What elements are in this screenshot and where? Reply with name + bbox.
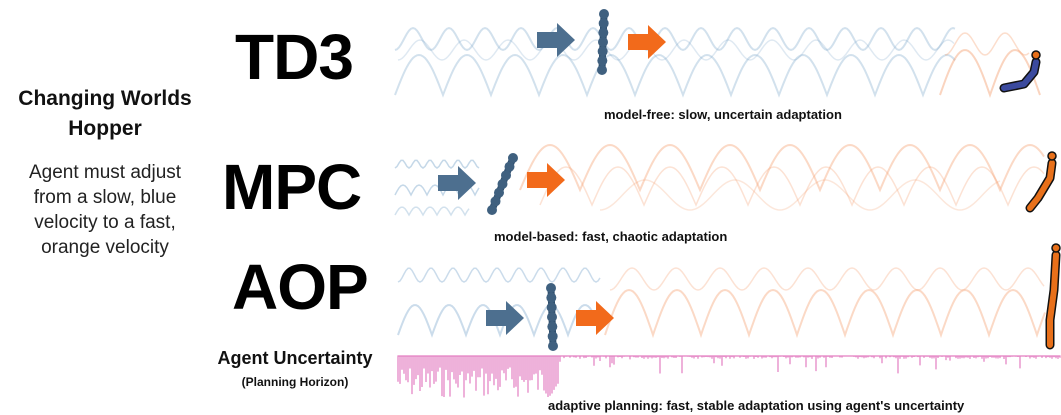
figure-description: Agent must adjust from a slow, blue velo…	[0, 160, 210, 260]
desc-line-1: Agent must adjust	[28, 162, 182, 183]
td3-hopper-head	[1031, 50, 1041, 60]
mpc-blue-trajectory	[394, 159, 480, 169]
mpc-orange-trajectory	[519, 143, 1045, 193]
mpc-transition-marker-joint	[494, 187, 504, 198]
td3-blue-arrow	[537, 23, 575, 57]
uncertainty-trace	[397, 355, 1061, 398]
aop-orange-trajectory	[609, 267, 1045, 291]
figure-title: Changing Worlds Hopper	[0, 84, 210, 144]
title-line-2: Hopper	[68, 117, 142, 140]
mpc-blue-arrow	[438, 166, 476, 200]
td3-blue-trajectory	[397, 39, 955, 61]
aop-caption: adaptive planning: fast, stable adaptati…	[548, 398, 965, 413]
aop-orange-trajectory	[604, 288, 1046, 339]
aop-transition-marker-joint	[546, 302, 557, 313]
aop-transition-marker-joint	[546, 283, 556, 293]
td3-hopper	[1001, 59, 1039, 91]
mpc-transition-marker-joint	[508, 153, 518, 163]
aop-transition-marker-joint	[546, 292, 557, 303]
transition-markers	[438, 9, 666, 351]
planning-horizon-label: (Planning Horizon)	[241, 375, 349, 389]
mpc-trajectories	[394, 143, 1045, 217]
td3-transition-marker-joint	[599, 9, 609, 19]
td3-transition-marker-joint	[598, 27, 609, 38]
aop-transition-marker-joint	[548, 341, 558, 351]
mpc-caption: model-based: fast, chaotic adaptation	[494, 229, 728, 244]
mpc-transition-marker-joint	[504, 161, 515, 172]
desc-line-4: orange velocity	[41, 237, 169, 258]
aop-hopper-head	[1051, 243, 1061, 253]
td3-transition-marker-joint	[598, 37, 608, 47]
td3-transition-marker-joint	[597, 55, 608, 66]
aop-orange-arrow	[576, 301, 614, 335]
aop-transition-marker-joint	[547, 321, 558, 332]
td3-blue-trajectory	[394, 53, 956, 98]
mpc-transition-marker-joint	[487, 205, 497, 215]
mpc-transition-marker-joint	[497, 179, 508, 189]
mpc-blue-trajectory	[394, 206, 470, 217]
mpc-transition-marker-joint	[490, 196, 501, 207]
uncertainty-signal	[397, 355, 1061, 398]
td3-transition-marker-joint	[598, 18, 609, 29]
mpc-hopper	[1027, 160, 1055, 211]
aop-transition-marker-joint	[547, 312, 557, 322]
td3-orange-trajectory	[944, 32, 1030, 56]
title-line-1: Changing Worlds	[18, 87, 192, 110]
desc-line-2: from a slow, blue	[33, 187, 177, 208]
desc-line-3: velocity to a fast,	[34, 212, 176, 233]
td3-blue-trajectory	[394, 26, 956, 52]
td3-trajectories	[394, 26, 1041, 98]
aop-trajectories	[397, 267, 1046, 339]
mpc-orange-arrow	[527, 163, 565, 197]
mpc-orange-trajectory	[599, 179, 1001, 211]
aop-label: AOP	[232, 251, 369, 323]
td3-transition-marker-joint	[597, 46, 608, 57]
aop-blue-trajectory	[397, 304, 601, 338]
aop-blue-trajectory	[397, 267, 601, 283]
td3-orange-arrow	[628, 25, 666, 59]
mpc-hopper-head	[1047, 151, 1057, 161]
td3-caption: model-free: slow, uncertain adaptation	[604, 107, 842, 122]
td3-label: TD3	[235, 21, 354, 93]
td3-transition-marker-joint	[597, 65, 607, 75]
td3-orange-trajectory	[939, 49, 1041, 98]
mpc-transition-marker-joint	[501, 170, 511, 181]
aop-hopper	[1047, 252, 1059, 348]
mpc-orange-trajectory	[539, 166, 1045, 207]
mpc-label: MPC	[222, 151, 362, 223]
aop-blue-arrow	[486, 301, 524, 335]
aop-transition-marker-joint	[547, 331, 558, 342]
hopper-figures	[999, 50, 1061, 350]
uncertainty-label: Agent Uncertainty	[217, 348, 373, 368]
